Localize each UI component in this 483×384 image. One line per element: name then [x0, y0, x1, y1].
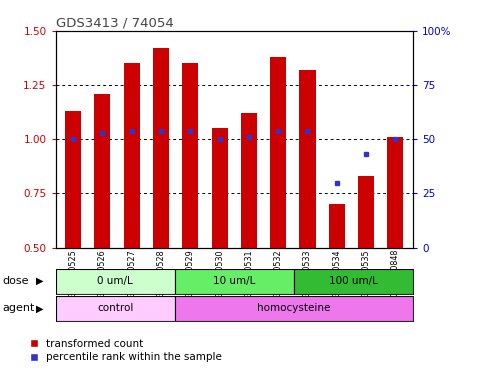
- Text: GDS3413 / 74054: GDS3413 / 74054: [56, 17, 173, 30]
- Text: homocysteine: homocysteine: [257, 303, 330, 313]
- Bar: [175, 269, 294, 294]
- Bar: [124, 63, 140, 248]
- Bar: [153, 48, 169, 248]
- Bar: [294, 269, 413, 294]
- Bar: [387, 137, 403, 248]
- Bar: [56, 296, 175, 321]
- Bar: [358, 176, 374, 248]
- Bar: [65, 111, 81, 248]
- Bar: [94, 94, 111, 248]
- Text: 100 um/L: 100 um/L: [329, 276, 378, 286]
- Bar: [299, 70, 315, 248]
- Bar: [212, 128, 227, 248]
- Bar: [175, 296, 413, 321]
- Text: 0 um/L: 0 um/L: [97, 276, 133, 286]
- Text: 10 um/L: 10 um/L: [213, 276, 256, 286]
- Text: ▶: ▶: [36, 276, 44, 286]
- Bar: [329, 204, 345, 248]
- Bar: [182, 63, 199, 248]
- Bar: [270, 57, 286, 248]
- Text: agent: agent: [2, 303, 35, 313]
- Bar: [56, 269, 175, 294]
- Legend: transformed count, percentile rank within the sample: transformed count, percentile rank withi…: [29, 339, 222, 362]
- Bar: [241, 113, 257, 248]
- Text: ▶: ▶: [36, 303, 44, 313]
- Text: dose: dose: [2, 276, 29, 286]
- Text: control: control: [97, 303, 133, 313]
